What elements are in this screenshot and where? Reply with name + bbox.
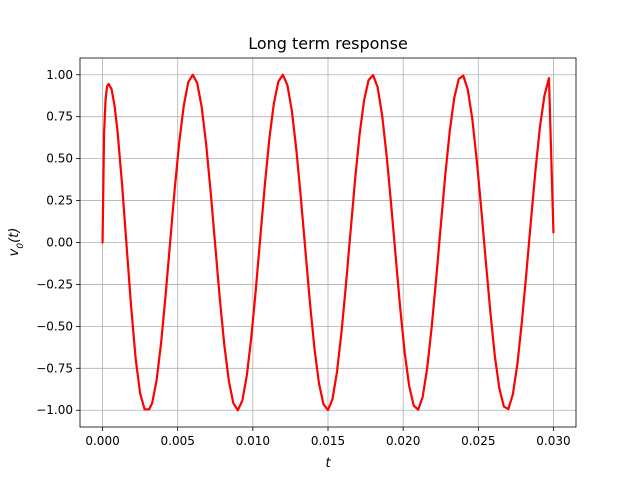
series-line <box>101 73 555 412</box>
x-tick-label: 0.030 <box>536 434 570 448</box>
series-layer <box>101 73 555 412</box>
y-tick-label: 0.00 <box>46 236 73 250</box>
grid-layer <box>80 58 576 427</box>
x-tick-label: 0.010 <box>236 434 270 448</box>
x-tick-label: 0.000 <box>85 434 119 448</box>
y-tick-label: −0.75 <box>36 361 73 375</box>
x-tick-label: 0.020 <box>386 434 420 448</box>
y-tick-label: 0.50 <box>46 152 73 166</box>
chart-title: Long term response <box>248 34 408 53</box>
y-tick-label: −1.00 <box>36 403 73 417</box>
y-tick-label: 0.75 <box>46 110 73 124</box>
y-tick-label: 1.00 <box>46 68 73 82</box>
y-tick-label: −0.50 <box>36 319 73 333</box>
x-axis-label: t <box>325 456 331 471</box>
x-tick-label: 0.025 <box>461 434 495 448</box>
x-tick-label: 0.015 <box>311 434 345 448</box>
tick-layer: 0.000 0.005 0.010 0.015 0.020 0.025 0.030 −1.00… <box>36 68 570 448</box>
x-tick-label: 0.005 <box>161 434 195 448</box>
y-tick-label: −0.25 <box>36 277 73 291</box>
y-axis-label: v0(t) <box>7 228 26 257</box>
y-tick-label: 0.25 <box>46 194 73 208</box>
plot-frame <box>79 57 577 428</box>
